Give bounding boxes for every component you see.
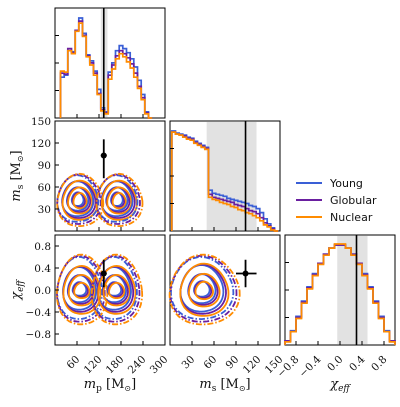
mp-vs-chi-contour-1-2-nuclear (97, 264, 137, 315)
chi-axis-xtick-label-4: 0.8 (369, 354, 389, 374)
mp-vs-chi-marker-point (100, 270, 107, 277)
panel-mp-ms-frame (54, 120, 166, 232)
chi-yaxis-ytick-label-4: 0.8 (34, 241, 51, 253)
ms-x-axis-label: ms [M⊙] (199, 377, 250, 394)
mp-vs-chi-contour-0-2-nuclear (62, 264, 102, 315)
mp-vs-ms-contour-1-2-nuclear (100, 179, 138, 221)
chi-yaxis-ytick-label-2: 0.0 (34, 285, 51, 297)
ms-yaxis-ytick-label-2: 90 (38, 160, 51, 172)
mp-vs-chi-contour-0-1-nuclear (67, 273, 97, 307)
chi-axis-xtick-label-3: 0.4 (347, 353, 368, 374)
ms-yaxis-ytick-label-1: 60 (38, 182, 51, 194)
ms-vs-chi-contour-0-1-nuclear (187, 272, 221, 308)
ms-yaxis-ytick-label-4: 150 (31, 116, 51, 128)
ms-y-axis-label: ms [M⊙] (9, 150, 26, 201)
legend-label-young: Young (329, 177, 363, 190)
mp-vs-ms-contour-1-3-globular (95, 173, 141, 225)
mp-x-axis-label: mp [M⊙] (84, 377, 136, 394)
chi-x-axis-label: χeff (329, 377, 351, 394)
mp-vs-ms-contour-1-3-nuclear (95, 172, 144, 227)
chi-yaxis-ytick-label-0: −0.8 (26, 329, 52, 341)
ms-vs-chi-contour-0-2-nuclear (179, 262, 230, 317)
contour-lines (55, 172, 241, 326)
mp-vs-chi-contour-0-0-nuclear (73, 282, 91, 299)
ms-yaxis-ytick-label-3: 120 (31, 138, 51, 150)
mp-vs-chi-contour-0-3-nuclear (55, 253, 109, 326)
mp-vs-ms-marker-point (100, 152, 107, 159)
mp-vs-chi-contour-1-1-nuclear (102, 273, 131, 307)
injection-markers (100, 8, 358, 345)
ms-axis-xtick-label-3: 120 (241, 354, 264, 377)
ms-marginal-hist-young (170, 130, 279, 232)
legend-label-globular: Globular (330, 194, 377, 207)
panel-mp-marginal-frame (54, 7, 166, 119)
mp-axis-xtick-label-0: 60 (64, 354, 82, 372)
legend-label-nuclear: Nuclear (330, 211, 373, 224)
mp-vs-chi-contour-1-0-nuclear (108, 282, 126, 299)
chi-axis-xtick-label-1: −0.4 (297, 353, 324, 380)
mp-vs-ms-contour-0-0-nuclear (72, 192, 88, 210)
ms-axis-xtick-label-2: 90 (223, 354, 241, 372)
mp-vs-ms-contour-0-3-globular (56, 173, 102, 225)
legend: Young Globular Nuclear (296, 177, 377, 224)
chi-y-axis-label: χeff (9, 279, 26, 301)
ms-marginal-hist-globular (170, 131, 279, 232)
ms-axis-xtick-label-1: 60 (201, 354, 219, 372)
ms-yaxis-ytick-label-0: 30 (38, 204, 51, 216)
ms-marginal-hist-nuclear (170, 131, 279, 232)
chi-yaxis-ytick-label-1: −0.4 (26, 307, 52, 319)
ms-vs-chi-marker-point (242, 270, 249, 277)
mp-axis-xtick-label-1: 120 (82, 354, 105, 377)
ms-axis-xtick-label-0: 30 (179, 354, 197, 372)
chi-yaxis-ytick-label-3: 0.4 (34, 263, 51, 275)
chi-axis-xtick-label-2: 0.0 (325, 354, 345, 374)
mp-vs-ms-contour-0-1-nuclear (67, 186, 94, 215)
chi-marginal-shaded-band (337, 236, 368, 344)
mp-vs-ms-contour-1-1-nuclear (106, 186, 133, 215)
mp-axis-xtick-label-4: 300 (148, 354, 171, 377)
mp-axis-xtick-label-3: 240 (126, 354, 149, 377)
mp-vs-chi-contour-1-3-nuclear (90, 253, 144, 326)
mp-vs-ms-contour-0-2-nuclear (61, 179, 99, 221)
ms-vs-chi-contour-0-0-nuclear (194, 280, 214, 301)
mp-axis-xtick-label-2: 180 (104, 354, 127, 377)
mp-vs-ms-contour-0-3-nuclear (56, 172, 105, 227)
chi-marginal-hist-nuclear (284, 243, 396, 345)
mp-vs-ms-contour-1-0-nuclear (111, 192, 127, 210)
ms-vs-chi-contour-0-3-nuclear (168, 253, 241, 326)
ms-vs-chi-contour-0-3-young (169, 256, 235, 321)
